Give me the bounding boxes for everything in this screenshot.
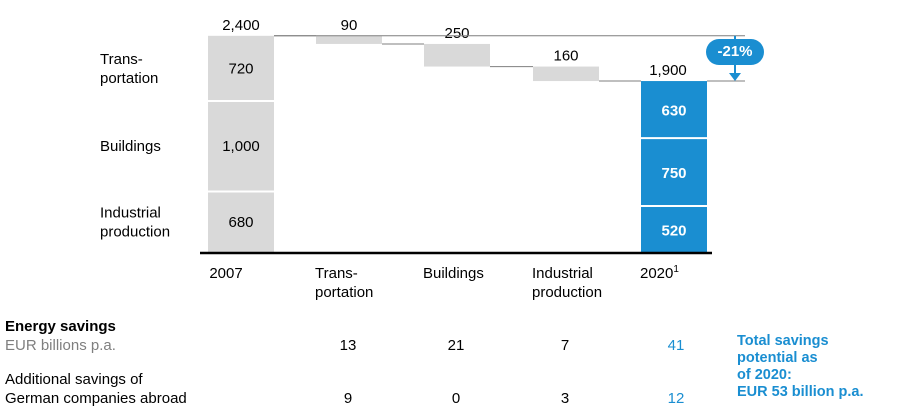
energy-savings-industrial: 7 [560, 337, 570, 354]
category-label-step: Industrial production [532, 265, 602, 301]
start-segment-value-label: 680 [228, 214, 253, 231]
start-segment-value-label: 720 [228, 60, 253, 77]
step-bar [533, 66, 599, 82]
segment-name-label: Industrial production [100, 205, 170, 241]
category-label-start: 2007 [209, 265, 242, 282]
step-value-label: 90 [341, 17, 358, 34]
end-bar-segment [641, 81, 707, 139]
energy-savings-title: Energy savings [5, 318, 116, 335]
segment-name-label: Trans-portation [100, 51, 158, 87]
energy-savings-total: 41 [667, 337, 685, 354]
end-total-label: 1,900 [649, 62, 687, 79]
category-label-step: Trans-portation [315, 265, 373, 301]
start-total-label: 2,400 [222, 17, 260, 34]
change-arrow-head [729, 73, 741, 82]
change-badge: -21% [706, 39, 764, 65]
category-label-step: Buildings [423, 265, 484, 282]
energy-savings-unit: EUR billions p.a. [5, 337, 116, 354]
energy-savings-buildings: 21 [447, 337, 465, 354]
step-value-label: 250 [444, 25, 469, 42]
segment-name-label: Buildings [100, 138, 161, 155]
category-label-end: 20201 [640, 264, 679, 282]
end-segment-value-label: 520 [661, 222, 686, 239]
abroad-savings-industrial: 3 [560, 390, 570, 407]
abroad-savings-buildings: 0 [451, 390, 461, 407]
start-segment-value-label: 1,000 [222, 138, 260, 155]
start-bar-segment [208, 100, 274, 192]
end-bar-segment [641, 138, 707, 206]
step-bar [316, 35, 382, 44]
abroad-savings-subtitle: German companies abroad [5, 390, 187, 407]
step-value-label: 160 [553, 48, 578, 65]
abroad-savings-transportation: 9 [343, 390, 353, 407]
end-segment-value-label: 750 [661, 165, 686, 182]
total-savings-note: Total savings potential as of 2020: EUR … [737, 333, 864, 400]
start-bar-segment [208, 35, 274, 101]
start-bar-segment [208, 191, 274, 253]
step-bar [424, 43, 490, 67]
end-bar-segment [641, 205, 707, 253]
energy-savings-transportation: 13 [339, 337, 357, 354]
abroad-savings-title: Additional savings of [5, 371, 143, 388]
abroad-savings-total: 12 [667, 390, 685, 407]
end-segment-value-label: 630 [661, 103, 686, 120]
